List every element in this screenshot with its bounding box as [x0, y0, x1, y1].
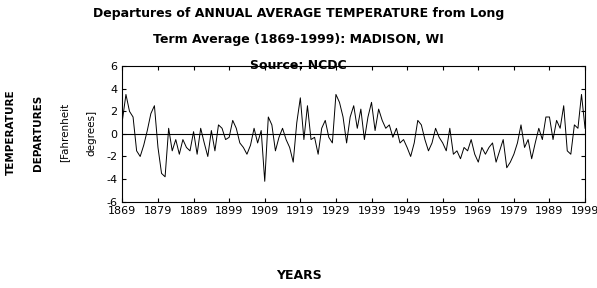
- Text: degrees]: degrees]: [87, 109, 97, 156]
- Text: Departures of ANNUAL AVERAGE TEMPERATURE from Long: Departures of ANNUAL AVERAGE TEMPERATURE…: [93, 7, 504, 20]
- Text: YEARS: YEARS: [276, 269, 321, 282]
- Text: TEMPERATURE: TEMPERATURE: [6, 90, 16, 175]
- Text: Source: NCDC: Source: NCDC: [250, 59, 347, 72]
- Text: Term Average (1869-1999): MADISON, WI: Term Average (1869-1999): MADISON, WI: [153, 33, 444, 46]
- Text: [Fahrenheit: [Fahrenheit: [60, 103, 70, 162]
- Text: DEPARTURES: DEPARTURES: [33, 94, 43, 170]
